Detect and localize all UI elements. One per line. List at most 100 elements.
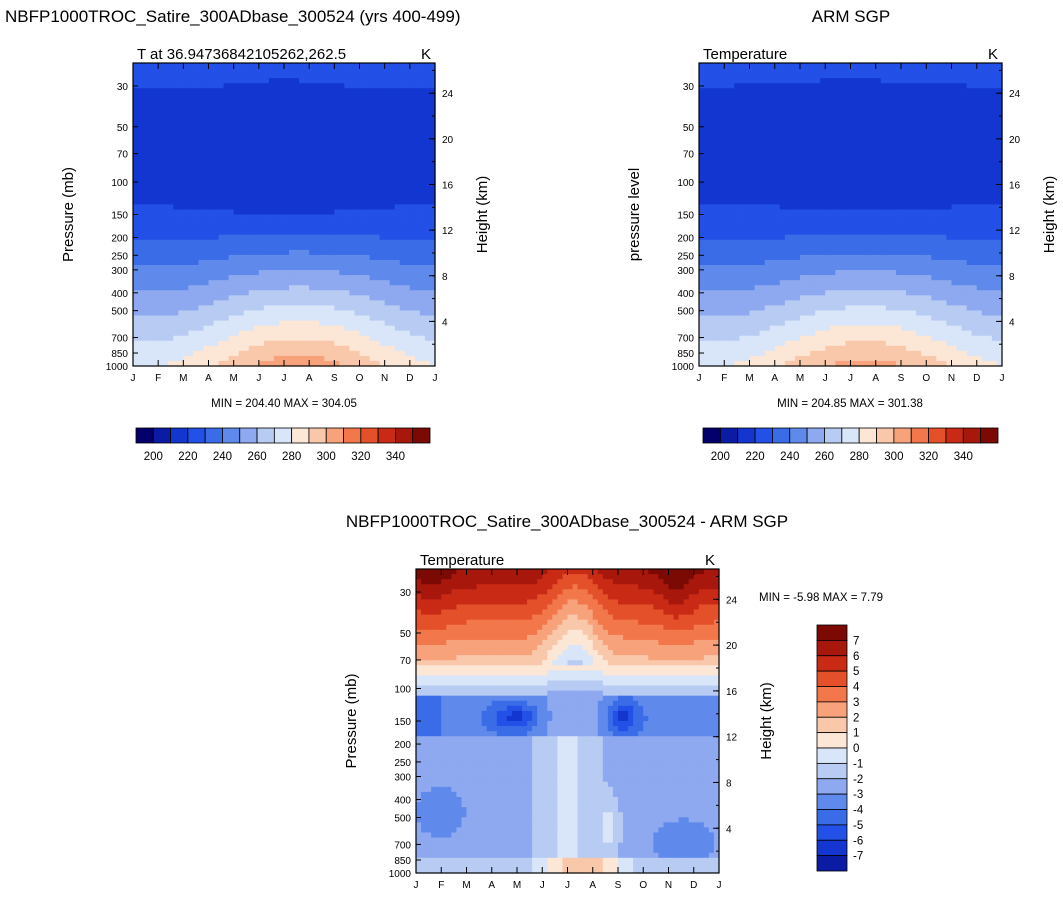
contour-cell bbox=[138, 345, 144, 352]
contour-cell bbox=[754, 184, 761, 190]
contour-cell bbox=[188, 108, 194, 115]
contour-cell bbox=[173, 295, 179, 301]
contour-cell bbox=[724, 345, 730, 352]
contour-cell bbox=[329, 275, 335, 281]
contour-cell bbox=[193, 360, 200, 367]
contour-cell bbox=[233, 63, 240, 69]
contour-field bbox=[133, 63, 436, 367]
contour-cell bbox=[193, 345, 200, 352]
contour-cell bbox=[309, 330, 315, 337]
contour-cell bbox=[764, 113, 771, 120]
contour-cell bbox=[289, 189, 295, 195]
contour-cell bbox=[258, 78, 265, 84]
contour-cell bbox=[248, 320, 255, 327]
contour-cell bbox=[719, 234, 725, 241]
contour-cell bbox=[404, 169, 411, 175]
contour-cell bbox=[774, 113, 781, 120]
contour-cell bbox=[349, 345, 356, 352]
contour-cell bbox=[754, 133, 761, 140]
contour-cell bbox=[754, 295, 761, 301]
contour-cell bbox=[409, 153, 416, 160]
contour-cell bbox=[384, 133, 391, 140]
contour-cell bbox=[424, 224, 431, 231]
contour-cell bbox=[800, 355, 806, 362]
contour-cell bbox=[369, 224, 376, 231]
contour-cell bbox=[784, 280, 791, 286]
contour-cell bbox=[729, 108, 735, 115]
contour-cell bbox=[218, 123, 225, 130]
contour-cell bbox=[223, 164, 230, 170]
contour-cell bbox=[223, 315, 230, 322]
contour-cell bbox=[329, 153, 335, 160]
contour-cell bbox=[754, 164, 761, 170]
contour-cell bbox=[243, 209, 250, 216]
contour-cell bbox=[784, 290, 791, 296]
contour-cell bbox=[369, 315, 376, 322]
contour-cell bbox=[243, 280, 250, 286]
contour-cell bbox=[208, 78, 215, 84]
contour-cell bbox=[173, 103, 179, 110]
contour-cell bbox=[369, 98, 376, 104]
contour-cell bbox=[173, 153, 179, 160]
contour-cell bbox=[369, 138, 376, 145]
contour-cell bbox=[774, 254, 781, 261]
contour-cell bbox=[324, 265, 330, 271]
contour-cell bbox=[414, 93, 421, 99]
contour-cell bbox=[724, 138, 730, 145]
contour-cell bbox=[349, 270, 356, 276]
contour-cell bbox=[789, 290, 796, 296]
contour-cell bbox=[800, 265, 806, 271]
contour-cell bbox=[704, 310, 710, 317]
contour-cell bbox=[774, 194, 781, 200]
contour-cell bbox=[719, 63, 725, 69]
contour-cell bbox=[704, 143, 710, 150]
contour-cell bbox=[409, 265, 416, 271]
contour-cell bbox=[789, 285, 796, 291]
contour-cell bbox=[329, 270, 335, 276]
contour-cell bbox=[203, 93, 210, 99]
contour-cell bbox=[178, 224, 184, 231]
contour-cell bbox=[409, 138, 416, 145]
contour-cell bbox=[399, 143, 406, 150]
contour-cell bbox=[163, 143, 169, 150]
contour-cell bbox=[729, 249, 735, 256]
contour-cell bbox=[419, 189, 426, 195]
contour-cell bbox=[213, 315, 220, 322]
contour-cell bbox=[789, 194, 796, 200]
contour-cell bbox=[183, 128, 189, 135]
contour-cell bbox=[273, 103, 280, 110]
colorbar-label: 320 bbox=[351, 451, 370, 463]
contour-cell bbox=[329, 340, 335, 347]
contour-cell bbox=[208, 350, 215, 357]
contour-cell bbox=[384, 315, 391, 322]
contour-cell bbox=[158, 355, 164, 362]
contour-cell bbox=[344, 320, 351, 327]
contour-cell bbox=[714, 249, 720, 256]
contour-cell bbox=[379, 88, 386, 94]
contour-cell bbox=[314, 138, 320, 145]
contour-cell bbox=[218, 224, 225, 231]
contour-cell bbox=[754, 315, 761, 322]
contour-cell bbox=[339, 63, 345, 69]
contour-cell bbox=[709, 63, 715, 69]
contour-cell bbox=[764, 174, 771, 180]
contour-cell bbox=[203, 335, 210, 342]
contour-cell bbox=[774, 315, 781, 322]
contour-cell bbox=[158, 270, 164, 276]
contour-cell bbox=[779, 169, 786, 175]
contour-cell bbox=[384, 209, 391, 216]
contour-cell bbox=[168, 325, 174, 332]
contour-cell bbox=[258, 340, 265, 347]
contour-cell bbox=[163, 98, 169, 104]
contour-cell bbox=[394, 93, 401, 99]
contour-cell bbox=[764, 103, 771, 110]
contour-cell bbox=[414, 169, 421, 175]
contour-cell bbox=[228, 310, 235, 317]
contour-cell bbox=[784, 325, 791, 332]
contour-cell bbox=[429, 98, 436, 104]
contour-cell bbox=[309, 214, 315, 221]
contour-cell bbox=[158, 214, 164, 221]
contour-cell bbox=[789, 199, 796, 205]
contour-cell bbox=[704, 113, 710, 120]
contour-cell bbox=[258, 189, 265, 195]
